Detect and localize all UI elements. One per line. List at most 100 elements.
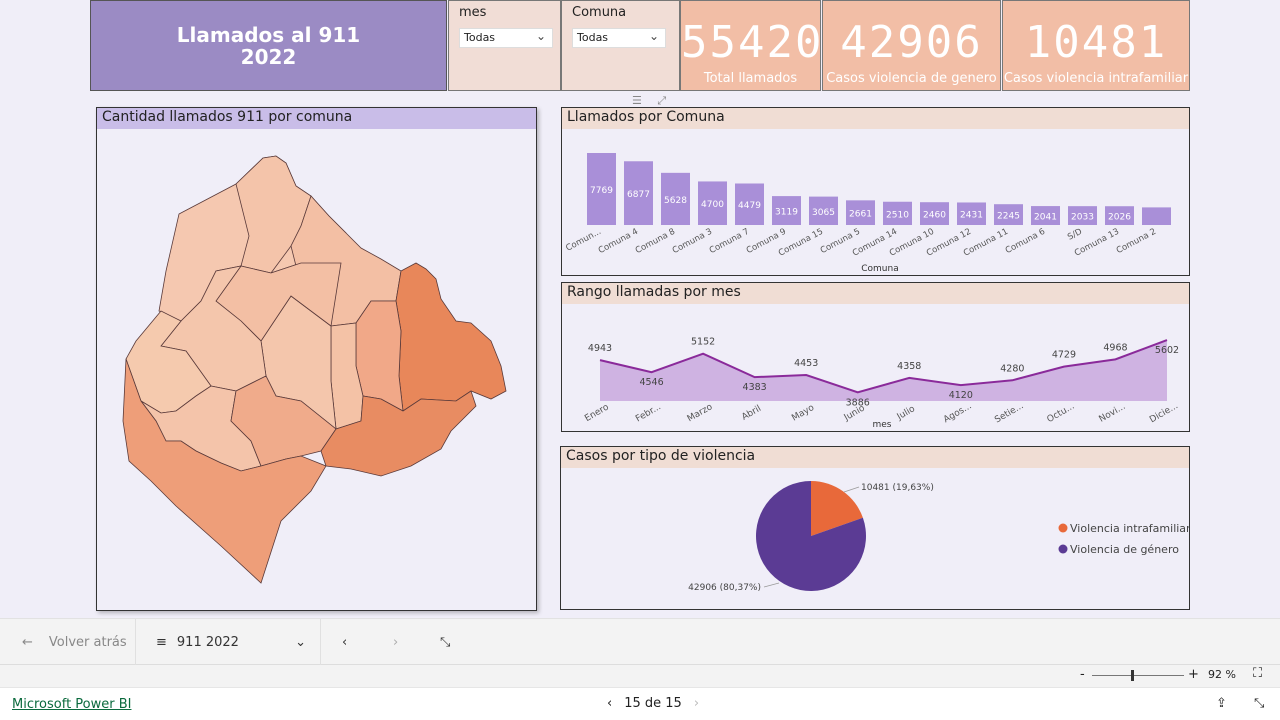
share-icon[interactable]: ⇪	[1216, 696, 1227, 711]
point-data-label: 5602	[1155, 345, 1179, 356]
slice-data-label: 42906 (80,37%)	[688, 583, 761, 593]
bar	[624, 161, 653, 225]
chevron-right-icon: ›	[393, 634, 399, 650]
zoom-slider-handle[interactable]	[1131, 670, 1134, 681]
bar	[698, 181, 727, 225]
x-category-label: Octu...	[1045, 401, 1076, 425]
bar	[1142, 207, 1171, 225]
slicer-mes: mes Todas ⌄	[448, 0, 561, 91]
pager: ‹ 15 de 15 ›	[607, 696, 699, 711]
bar	[883, 201, 912, 225]
power-bi-link[interactable]: Microsoft Power BI	[12, 697, 132, 712]
legend-label: Violencia intrafamiliar	[1070, 522, 1189, 535]
fullscreen-icon[interactable]: ⤡	[1254, 696, 1265, 711]
slicer-mes-label: mes	[459, 5, 487, 20]
legend-marker	[1058, 523, 1068, 533]
bar	[735, 183, 764, 225]
pie-chart[interactable]: 10481 (19,63%) 42906 (80,37%) Violencia in…	[561, 468, 1189, 609]
bar	[1068, 206, 1097, 225]
bar-chart-panel: Llamados por Comuna Comuna 7769 Comun... 6…	[561, 107, 1190, 276]
bar-data-label: 2510	[886, 210, 909, 220]
back-button[interactable]: ← Volver atrás	[22, 619, 127, 665]
bar	[772, 196, 801, 225]
kpi-violencia-intrafamiliar: 10481 Casos violencia intrafamiliar	[1002, 0, 1190, 91]
bar	[957, 202, 986, 225]
point-data-label: 4943	[588, 343, 612, 354]
chevron-right-icon[interactable]: ›	[693, 696, 700, 711]
filter-icon[interactable]: ☰	[632, 94, 642, 107]
bar-data-label: 3065	[812, 208, 835, 218]
focus-mode-icon[interactable]: ⤢	[657, 94, 667, 107]
fit-page-icon[interactable]: ⛶	[1253, 666, 1263, 681]
kpi-violencia-genero: 42906 Casos violencia de genero	[822, 0, 1001, 91]
divider	[135, 619, 136, 665]
bar-data-label: 2431	[960, 211, 983, 221]
kpi-value: 42906	[840, 17, 983, 68]
legend-label: Violencia de género	[1070, 543, 1179, 556]
slice-data-label: 10481 (19,63%)	[861, 483, 934, 493]
line-chart-xlabel: mes	[873, 420, 892, 430]
x-category-label: Agos...	[942, 401, 974, 425]
point-data-label: 4729	[1052, 350, 1076, 361]
point-data-label: 3886	[846, 397, 870, 408]
point-data-label: 4358	[897, 361, 921, 372]
zoom-out-button[interactable]: -	[1080, 667, 1085, 682]
bar-chart-title: Llamados por Comuna	[562, 108, 1189, 129]
collapse-button[interactable]: ⤡	[440, 619, 450, 665]
arrow-left-icon: ←	[22, 634, 33, 650]
bar-chart-xlabel: Comuna	[861, 264, 898, 274]
bar-data-label: 4700	[701, 200, 724, 210]
x-category-label: Marzo	[686, 402, 715, 425]
pie-chart-panel: Casos por tipo de violencia 10481 (19,63…	[560, 446, 1190, 610]
bar-data-label: 7769	[590, 186, 613, 196]
map-region	[230, 375, 337, 467]
point-data-label: 4120	[949, 390, 973, 401]
slicer-comuna-value: Todas	[577, 31, 609, 44]
zoom-slider[interactable]	[1092, 675, 1184, 676]
slicer-mes-dropdown[interactable]: Todas ⌄	[459, 28, 553, 48]
page-indicator: 15 de 15	[624, 696, 682, 711]
footer: Microsoft Power BI ‹ 15 de 15 › ⇪ ⤡	[0, 687, 1280, 720]
bar	[587, 153, 616, 225]
map-region	[395, 262, 507, 412]
slicer-mes-value: Todas	[464, 31, 496, 44]
collapse-icon: ⤡	[440, 634, 451, 650]
bar-category-label: Comuna 4	[597, 227, 640, 256]
map-region	[320, 390, 477, 477]
page-selector[interactable]: ≡ 911 2022 ⌄	[156, 619, 306, 665]
slicer-comuna-label: Comuna	[572, 5, 627, 20]
map-panel: Cantidad llamados 911 por comuna	[96, 107, 537, 611]
bar-category-label: Comuna 2	[1115, 227, 1158, 256]
bar	[1105, 206, 1134, 225]
pie-slice	[756, 481, 866, 591]
x-category-label: Novi...	[1098, 402, 1128, 425]
line-chart[interactable]: mes 4943 Enero 4546 Febr... 5152 Marzo 4383 Abr…	[562, 304, 1189, 431]
report-title: Llamados al 911 2022	[90, 0, 447, 91]
comuna-map[interactable]	[97, 129, 536, 609]
kpi-caption: Casos violencia de genero	[826, 71, 997, 86]
next-page-button[interactable]: ›	[393, 619, 398, 665]
chevron-down-icon: ⌄	[295, 634, 306, 650]
map-panel-title: Cantidad llamados 911 por comuna	[97, 108, 536, 129]
prev-page-button[interactable]: ‹	[342, 619, 347, 665]
kpi-total-llamados: 55420 Total llamados	[680, 0, 821, 91]
chevron-down-icon: ⌄	[535, 29, 546, 43]
kpi-caption: Casos violencia intrafamiliar	[1003, 71, 1189, 86]
list-icon: ≡	[156, 634, 167, 650]
zoom-in-button[interactable]: +	[1188, 667, 1199, 682]
point-data-label: 4453	[794, 358, 818, 369]
x-category-label: Setie...	[993, 401, 1025, 425]
zoom-level: 92 %	[1208, 668, 1236, 681]
leader-line	[843, 486, 860, 493]
bar-data-label: 3119	[775, 208, 798, 218]
bar-category-label: S/D	[1066, 227, 1084, 243]
slicer-comuna-dropdown[interactable]: Todas ⌄	[572, 28, 666, 48]
bar-data-label: 6877	[627, 190, 650, 200]
back-button-label: Volver atrás	[48, 634, 127, 650]
title-line-1: Llamados al 911	[176, 22, 361, 47]
x-category-label: Dicie...	[1148, 401, 1180, 425]
chevron-left-icon[interactable]: ‹	[607, 696, 613, 711]
divider	[320, 619, 321, 665]
point-data-label: 4968	[1103, 342, 1127, 353]
